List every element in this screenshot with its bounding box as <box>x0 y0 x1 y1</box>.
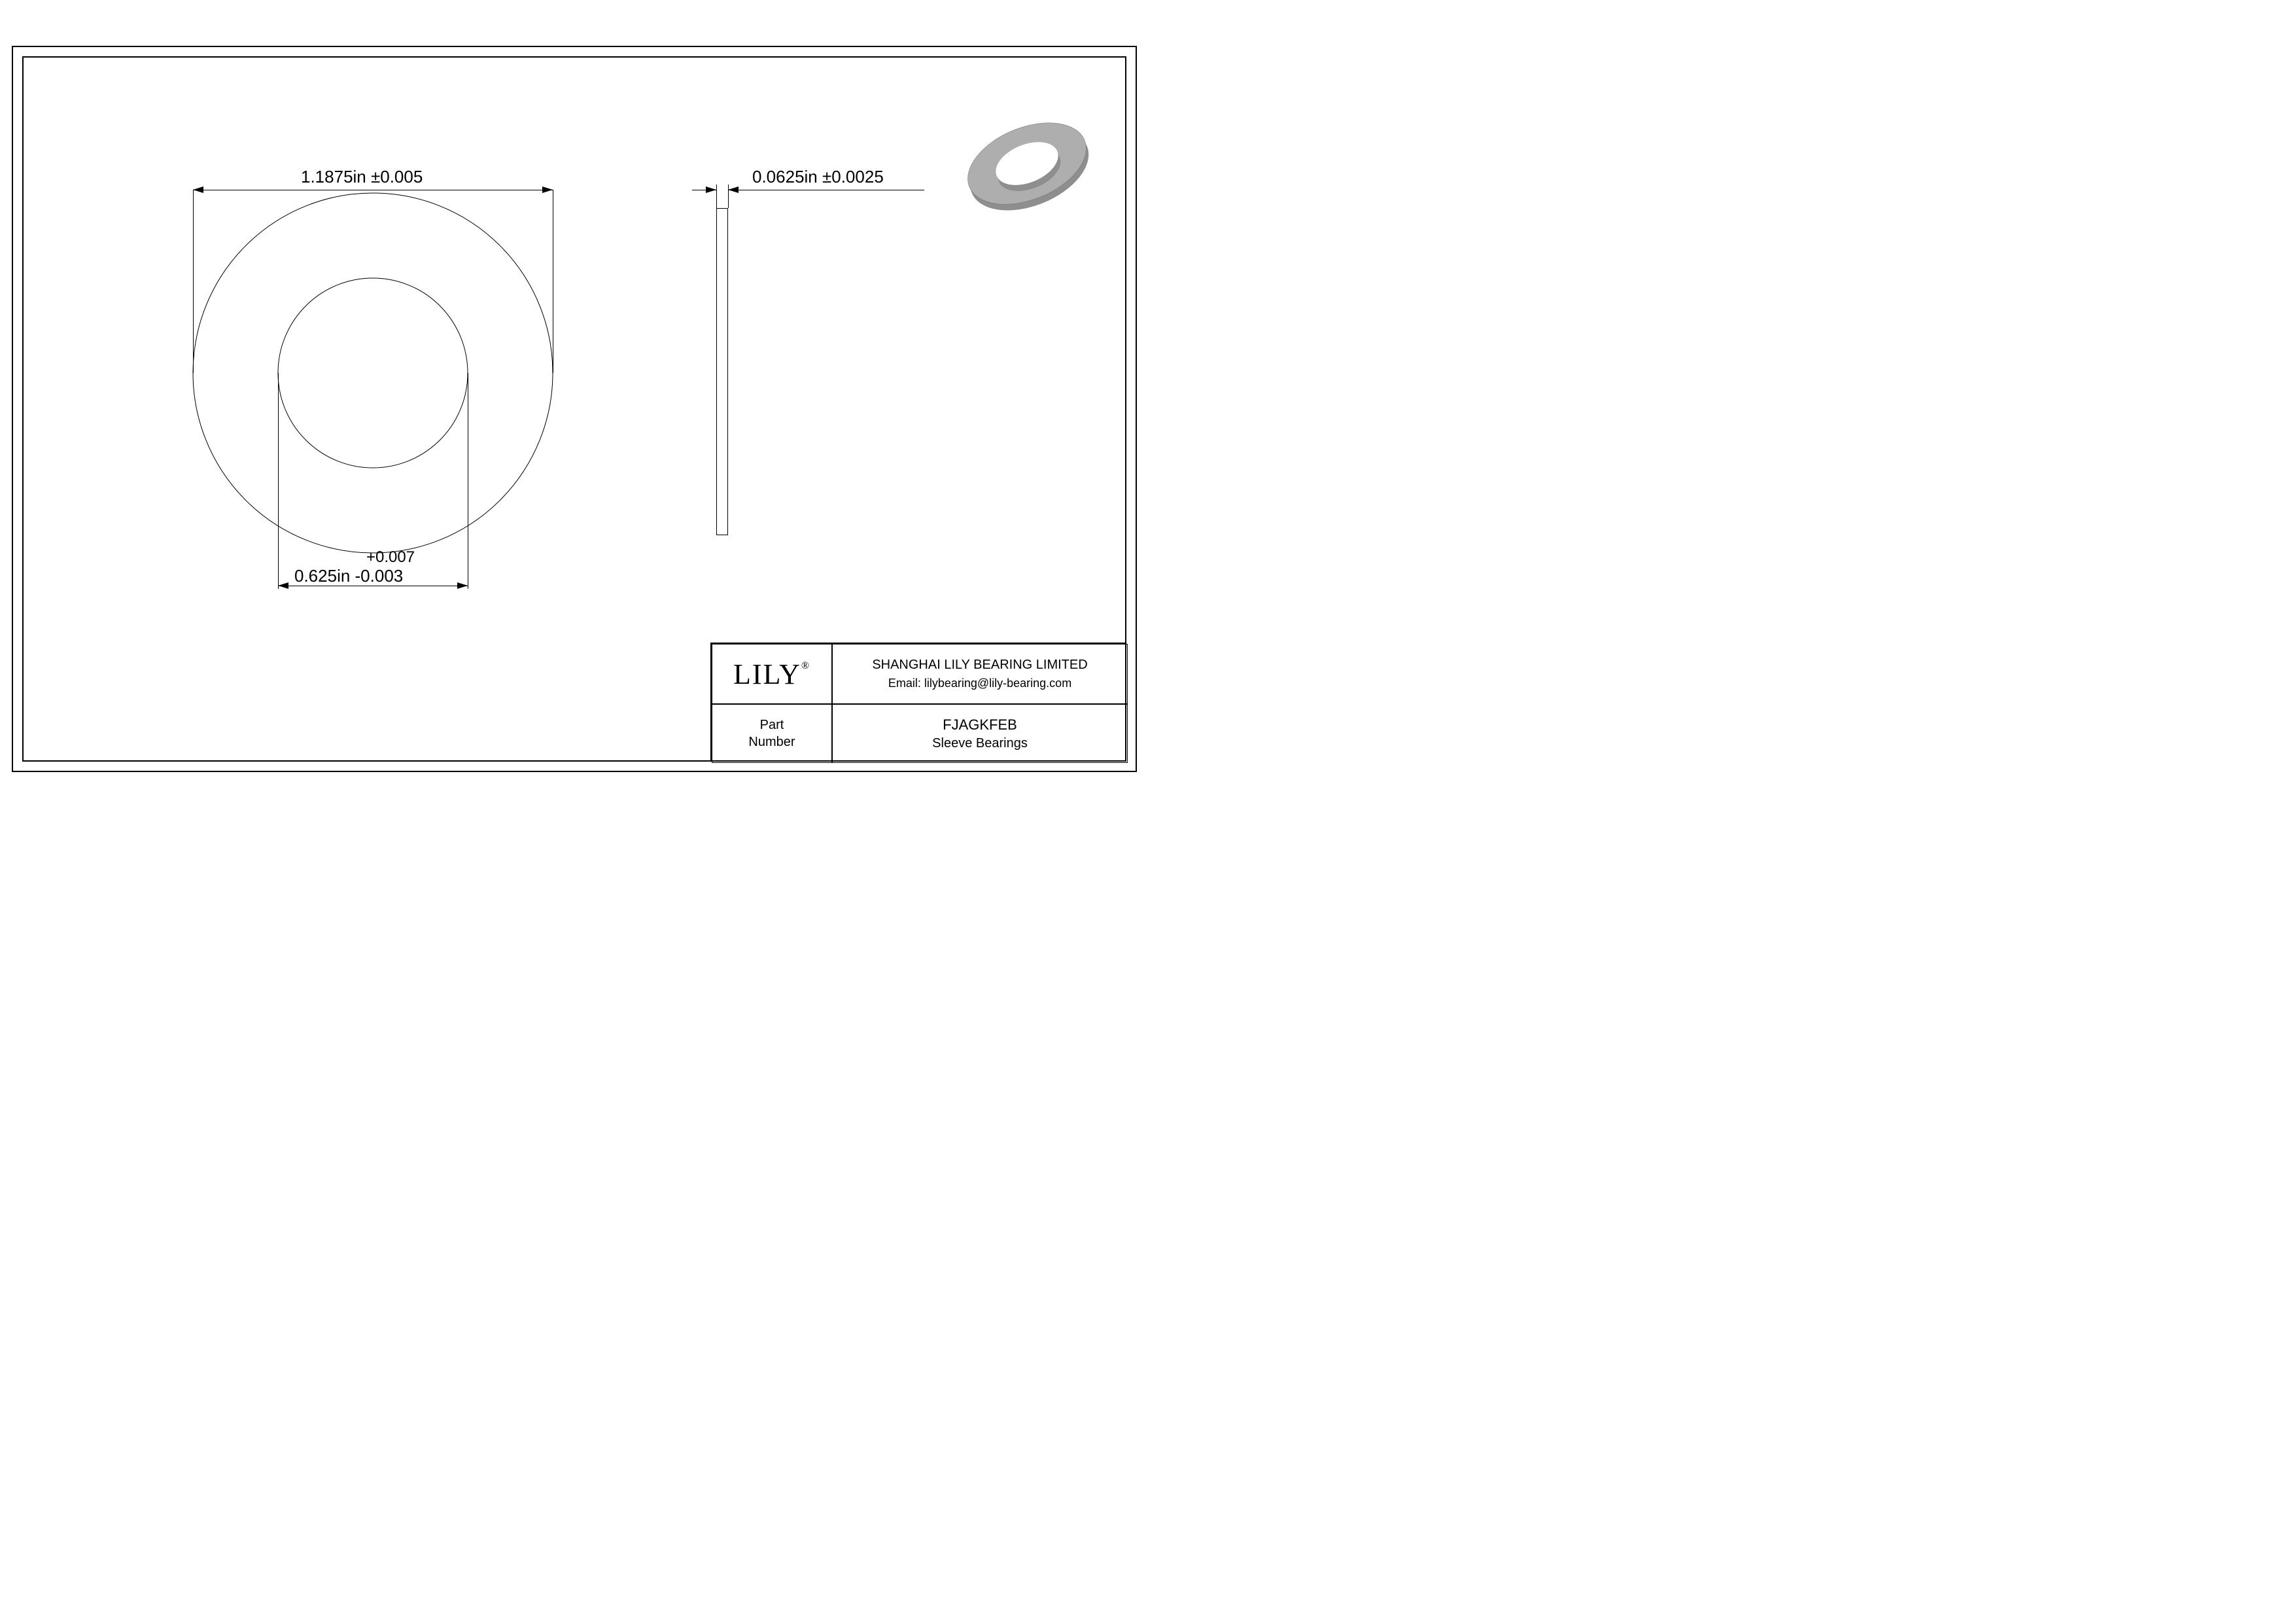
thk-dimension-text: 0.0625in ±0.0025 <box>752 167 884 187</box>
od-ext-left <box>193 190 194 373</box>
drawing-sheet: 1.1875in ±0.005 +0.007 0.625in -0.003 0.… <box>0 0 1148 812</box>
od-arrow-left <box>193 186 203 193</box>
isometric-washer <box>955 105 1099 222</box>
part-number: FJAGKFEB <box>943 716 1017 733</box>
od-arrow-right <box>542 186 553 193</box>
part-number-label: Part Number <box>748 716 795 750</box>
title-block: LILY® SHANGHAI LILY BEARING LIMITED Emai… <box>710 643 1126 762</box>
id-ext-left <box>278 373 279 589</box>
title-block-pn-label-cell: Part Number <box>712 704 832 763</box>
title-block-pn-cell: FJAGKFEB Sleeve Bearings <box>832 704 1128 763</box>
thk-arrow-left <box>706 186 716 193</box>
id-dimension-text: 0.625in -0.003 <box>294 566 403 586</box>
id-arrow-left <box>278 582 288 589</box>
registered-icon: ® <box>801 660 810 671</box>
company-name: SHANGHAI LILY BEARING LIMITED <box>872 658 1087 673</box>
od-dimension-text: 1.1875in ±0.005 <box>301 167 423 187</box>
id-tol-upper: +0.007 <box>366 548 415 567</box>
side-view <box>716 208 728 535</box>
id-arrow-right <box>457 582 468 589</box>
part-description: Sleeve Bearings <box>932 736 1028 751</box>
lily-logo-text: LILY <box>733 658 801 690</box>
title-block-company-cell: SHANGHAI LILY BEARING LIMITED Email: lil… <box>832 644 1128 704</box>
thk-ext-left <box>716 185 717 208</box>
lily-logo: LILY® <box>733 658 810 691</box>
front-view-ring <box>193 193 553 553</box>
company-email: Email: lilybearing@lily-bearing.com <box>888 677 1071 690</box>
title-block-logo-cell: LILY® <box>712 644 832 704</box>
thk-arrow-right <box>728 186 739 193</box>
